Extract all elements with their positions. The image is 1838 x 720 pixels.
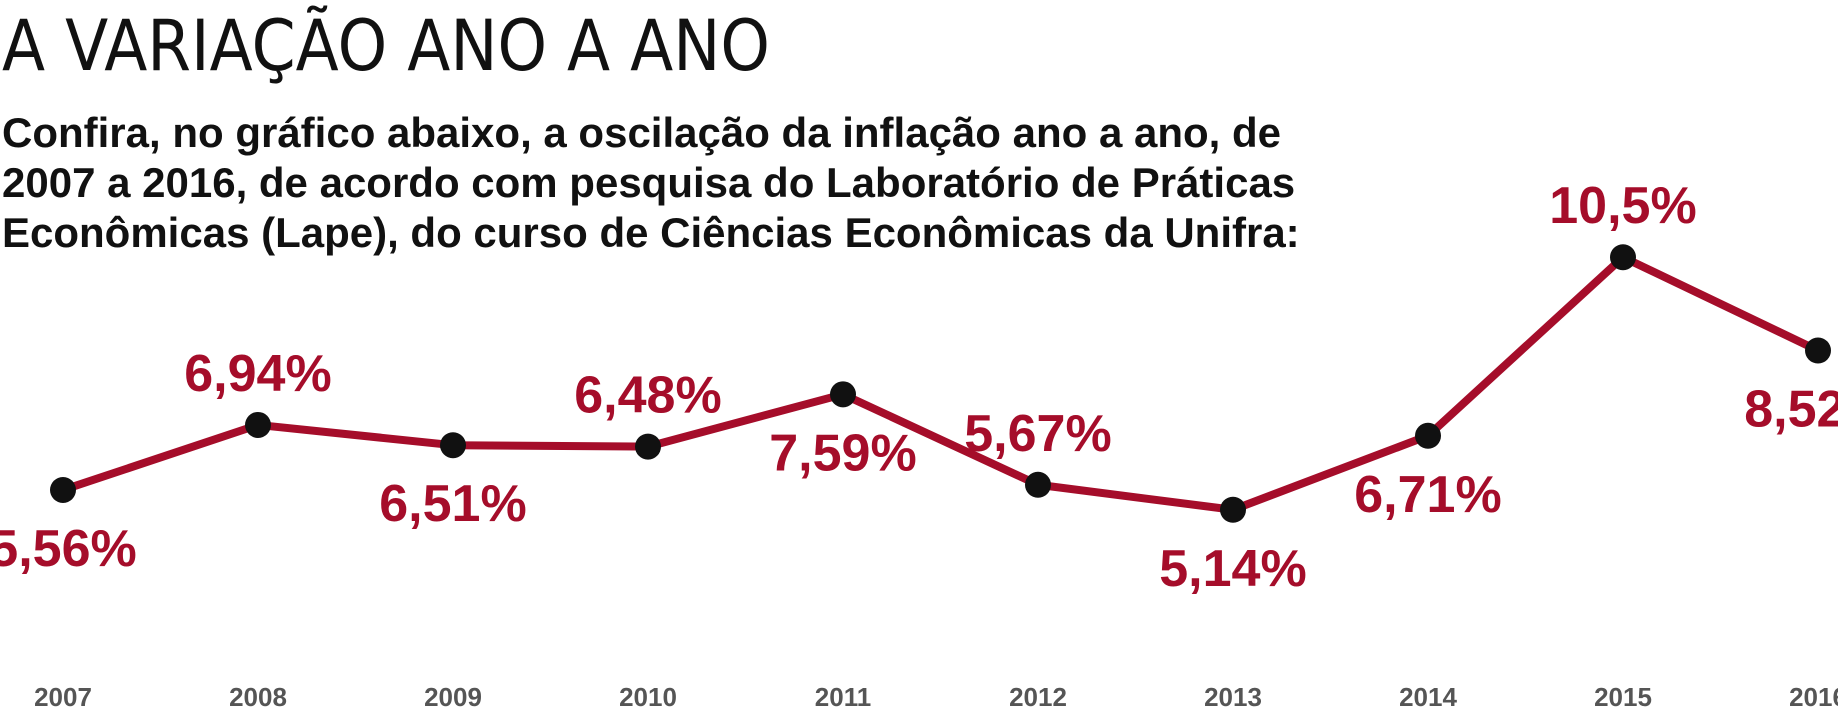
data-labels-group: 5,56% 6,94% 6,51% 6,48% 7,59% 5,67% 5,14% 6,71%… xyxy=(0,177,1838,598)
data-point-2010 xyxy=(635,433,661,460)
x-tick-label-2014: 2014 xyxy=(1399,682,1457,712)
subtitle-line-2: 2007 a 2016, de acordo com pesquisa do L… xyxy=(2,159,1296,206)
subtitle-line-3: Econômicas (Lape), do curso de Ciências … xyxy=(2,209,1300,256)
data-label-2007: 5,56% xyxy=(0,520,137,578)
data-label-2014: 6,71% xyxy=(1354,466,1501,524)
data-point-2007 xyxy=(50,476,76,503)
series-line xyxy=(59,253,1822,514)
subtitle-line-1: Confira, no gráfico abaixo, a oscilação … xyxy=(2,109,1281,156)
x-tick-label-2015: 2015 xyxy=(1594,682,1652,712)
data-label-2010: 6,48% xyxy=(574,367,721,425)
x-tick-label-2007: 2007 xyxy=(34,682,92,712)
data-label-2012: 5,67% xyxy=(964,405,1111,463)
markers-group xyxy=(50,244,1831,523)
x-tick-label-2008: 2008 xyxy=(229,682,287,712)
x-tick-label-2010: 2010 xyxy=(619,682,677,712)
data-point-2013 xyxy=(1220,496,1246,523)
series-line-group xyxy=(59,253,1822,514)
data-label-2013: 5,14% xyxy=(1159,540,1306,598)
data-label-2011: 7,59% xyxy=(769,424,916,482)
data-point-2011 xyxy=(830,381,856,408)
data-point-2008 xyxy=(245,411,271,438)
data-label-2015: 10,5% xyxy=(1549,177,1696,235)
data-label-2009: 6,51% xyxy=(379,475,526,533)
data-point-2014 xyxy=(1415,422,1441,449)
x-tick-label-2012: 2012 xyxy=(1009,682,1067,712)
data-point-2015 xyxy=(1610,244,1636,271)
x-tick-label-2011: 2011 xyxy=(815,682,871,712)
x-tick-label-2009: 2009 xyxy=(424,682,482,712)
x-tick-label-2016: 2016 xyxy=(1789,682,1838,712)
data-point-2012 xyxy=(1025,471,1051,498)
data-label-2016: 8,52% xyxy=(1744,381,1838,439)
x-tick-label-2013: 2013 xyxy=(1204,682,1262,712)
subtitle: Confira, no gráfico abaixo, a oscilação … xyxy=(2,108,1422,258)
data-point-2009 xyxy=(440,432,466,459)
page-title: A VARIAÇÃO ANO A ANO xyxy=(2,5,771,87)
data-label-2008: 6,94% xyxy=(184,345,331,403)
data-point-2016 xyxy=(1805,337,1831,364)
x-axis-tick-labels: 2007 2008 2009 2010 2011 2012 2013 2014 2015 2016 xyxy=(34,682,1838,712)
